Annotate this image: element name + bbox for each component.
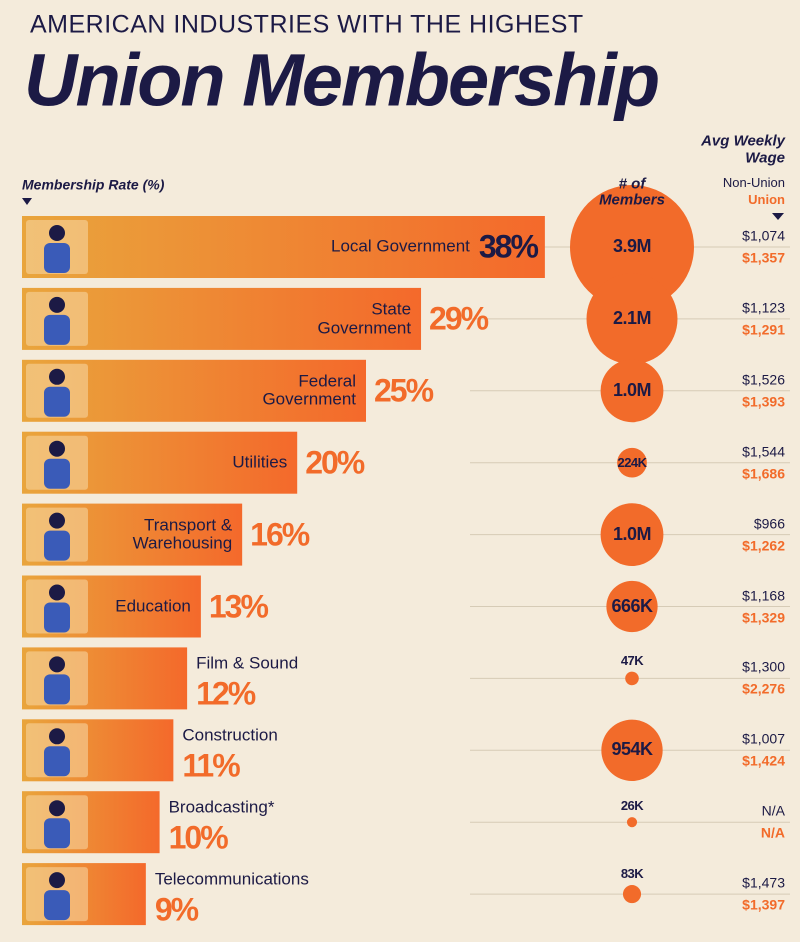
members-header: # of Members — [599, 175, 665, 208]
icon-head — [49, 440, 65, 457]
member-bubble — [601, 719, 663, 781]
category-label: Local Government — [330, 236, 470, 256]
category-label: Education — [115, 596, 191, 616]
union-wage: $1,291 — [742, 321, 785, 338]
icon-head — [49, 512, 65, 529]
member-label: 666K — [611, 595, 653, 616]
non-union-wage: $1,300 — [742, 658, 785, 675]
icon-body — [44, 458, 70, 489]
x-axis-label: Membership Rate (%) — [22, 176, 165, 193]
member-bubble — [622, 885, 642, 904]
member-bubble — [586, 273, 678, 365]
union-wage: $1,393 — [742, 393, 785, 410]
member-bubble — [617, 447, 647, 478]
icon-body — [44, 243, 70, 273]
category-label: Utilities — [232, 452, 288, 472]
member-label: 3.9M — [612, 236, 652, 257]
union-wage: $1,424 — [742, 752, 785, 769]
value-label: 29% — [429, 300, 489, 337]
icon-body — [44, 746, 70, 777]
category-label: State Government — [317, 299, 412, 337]
non-union-wage: $1,074 — [742, 227, 785, 244]
value-label: 25% — [374, 372, 434, 409]
bubbles — [570, 185, 694, 904]
icon-body — [44, 602, 70, 633]
union-wage: $1,397 — [742, 896, 785, 913]
union-header: Union — [748, 191, 785, 207]
icon-body — [44, 314, 70, 345]
non-union-wage: $1,544 — [742, 442, 785, 459]
non-union-wage: $1,473 — [742, 874, 785, 891]
bar — [22, 216, 545, 278]
icon-head — [49, 368, 65, 385]
non-union-wage: $966 — [753, 514, 785, 531]
category-label: Broadcasting* — [168, 797, 275, 817]
category-label: Telecommunications — [154, 869, 309, 889]
icon-head — [49, 584, 65, 601]
axis-arrow — [22, 198, 32, 205]
icon-body — [44, 818, 70, 849]
value-label: 16% — [250, 516, 310, 552]
value-label: 13% — [208, 587, 269, 624]
value-label: 38% — [478, 228, 539, 265]
bar — [22, 287, 422, 350]
icon-head — [49, 656, 65, 673]
non-union-wage: $1,526 — [742, 371, 785, 388]
wage-arrow — [772, 213, 784, 220]
member-bubble — [626, 817, 638, 828]
member-label: 1.0M — [612, 523, 652, 544]
union-wage: $1,357 — [742, 249, 785, 266]
union-wage: $1,329 — [742, 608, 785, 625]
non-union-header: Non-Union — [722, 174, 785, 190]
category-label: Construction — [182, 725, 278, 745]
member-bubble — [570, 185, 694, 309]
member-bubble — [606, 580, 658, 633]
supertitle: AMERICAN INDUSTRIES WITH THE HIGHEST — [30, 10, 584, 39]
category-label: Federal Government — [262, 371, 356, 409]
value-label: 20% — [305, 444, 365, 481]
icon-head — [49, 800, 65, 817]
union-wage: $1,686 — [742, 464, 785, 481]
member-bubble — [625, 671, 639, 686]
union-wage: $1,262 — [742, 536, 785, 553]
member-label: 224K — [617, 454, 647, 470]
value-label: 10% — [168, 819, 229, 856]
icon-head — [49, 728, 65, 745]
non-union-wage: $1,007 — [742, 730, 785, 747]
category-label: Transport & Warehousing — [132, 514, 233, 553]
member-label: 2.1M — [612, 307, 652, 328]
union-wage: $2,276 — [742, 680, 785, 697]
member-label: 83K — [620, 865, 644, 881]
member-label: 1.0M — [612, 379, 652, 400]
icon-body — [44, 890, 70, 921]
member-bubble — [600, 359, 664, 423]
icon-head — [49, 296, 65, 313]
value-label: 12% — [196, 675, 256, 712]
member-bubble — [600, 503, 664, 566]
category-label: Film & Sound — [196, 654, 299, 674]
icon-body — [44, 530, 70, 561]
icon-head — [49, 872, 65, 889]
icon-body — [44, 674, 70, 705]
member-label: 26K — [620, 797, 644, 813]
chart-title: Union Membership — [24, 38, 660, 122]
non-union-wage: N/A — [761, 802, 785, 819]
member-label: 954K — [611, 739, 653, 760]
icon-head — [49, 225, 65, 241]
value-label: 11% — [182, 747, 240, 784]
union-wage: N/A — [760, 824, 785, 841]
wage-header: Avg Weekly Wage — [701, 132, 785, 166]
non-union-wage: $1,168 — [742, 586, 785, 603]
non-union-wage: $1,123 — [742, 299, 785, 316]
value-label: 9% — [154, 891, 199, 928]
member-label: 47K — [620, 652, 644, 668]
icon-body — [44, 386, 70, 417]
